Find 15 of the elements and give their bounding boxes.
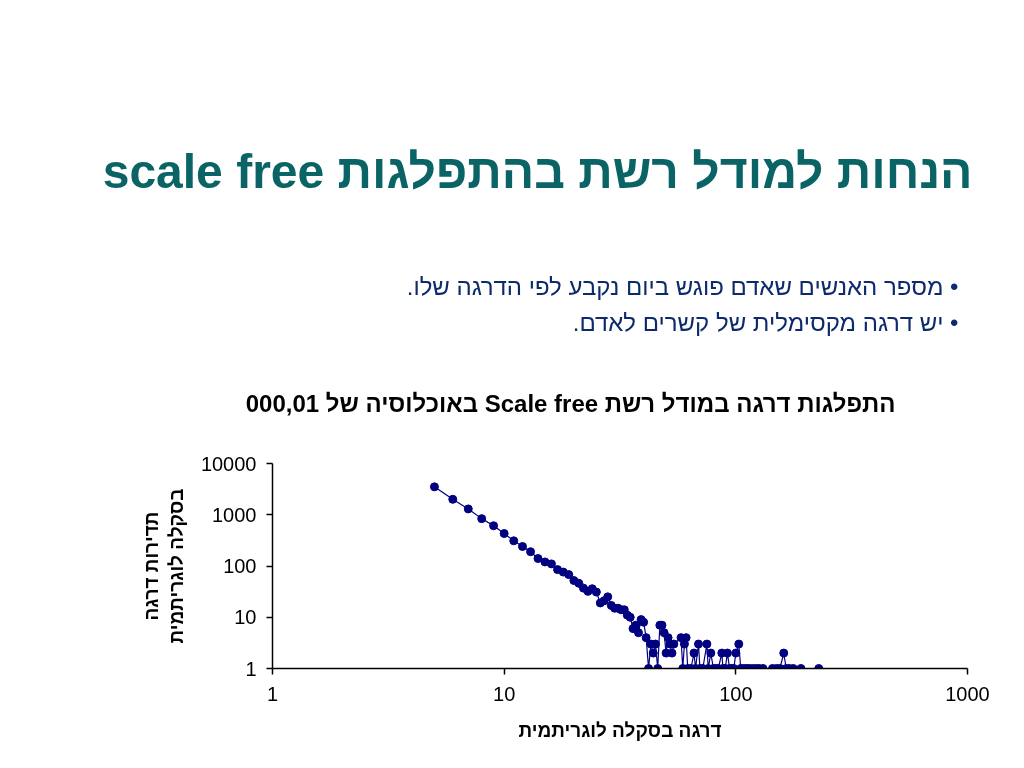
chart-subtitle: התפלגות דרגה במודל רשת Scale free באוכלוסיה של 000,01: [245, 390, 896, 417]
x-tick-label: 1: [266, 682, 279, 705]
x-axis-title: דרגה בסקלה לוגריתמית: [518, 719, 722, 741]
x-tick-label: 1000: [945, 682, 990, 705]
y-tick-label: 1: [245, 657, 257, 680]
y-tick-label: 10000: [200, 452, 257, 475]
x-tick-label: 100: [719, 682, 753, 705]
y-tick-label: 10: [234, 606, 257, 629]
text: • מספר האנשים שאדם פוגש ביום נקבע לפי הדרגה שלו.: [406, 272, 959, 300]
x-tick-label: 10: [493, 682, 516, 705]
y-tick-label: 100: [223, 555, 257, 577]
y-axis-title: תדירות דרגה בסקלה לוגריתמית: [140, 488, 187, 644]
chart-title: הנחות למודל רשת בהתפלגות scale free: [102, 144, 973, 198]
text: • יש דרגה מקסימלית של קשרים לאדם.: [572, 308, 959, 336]
y-tick-label: 1000: [212, 503, 257, 526]
